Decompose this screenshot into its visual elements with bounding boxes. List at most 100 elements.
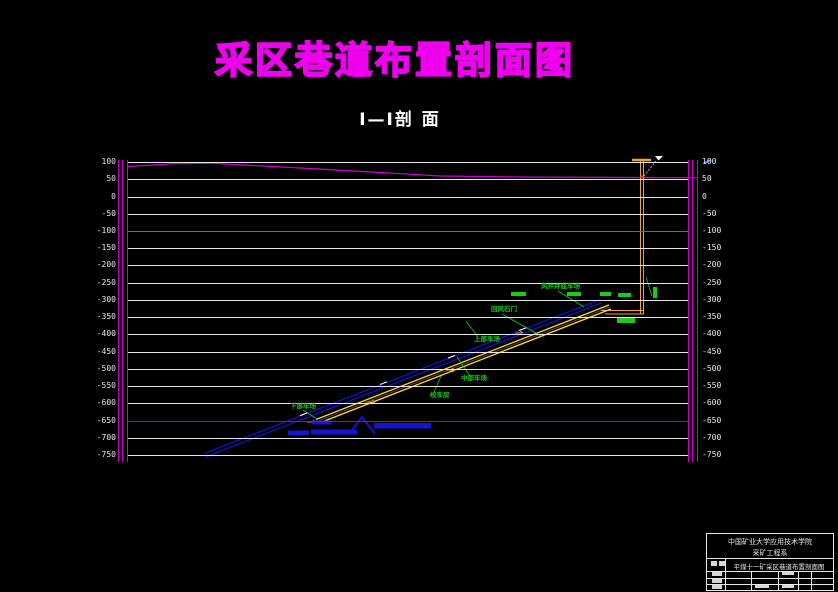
elevation-label-left: -100	[96, 225, 116, 235]
green-marker	[653, 287, 657, 298]
level-line--200	[128, 265, 688, 267]
elevation-label-right: -50	[702, 208, 717, 218]
titleblock-divider	[811, 571, 812, 590]
elevation-label-right: -200	[702, 260, 722, 270]
elevation-label-left: -350	[96, 312, 116, 322]
elevation-label-left: -450	[96, 346, 116, 356]
titleblock-divider	[725, 558, 726, 590]
label-leader-lines	[302, 276, 653, 420]
titleblock-divider	[798, 571, 799, 590]
feature-label: 回风石门	[491, 305, 517, 313]
elevation-label-right: 0	[702, 191, 707, 201]
level-line--300	[128, 299, 688, 301]
titleblock-divider	[707, 558, 833, 559]
elevation-label-left: 50	[106, 174, 116, 184]
level-line--150	[128, 248, 688, 250]
titleblock-divider	[751, 571, 752, 590]
elevation-label-left: -750	[96, 450, 116, 459]
ground-surface-line	[127, 162, 699, 179]
green-marker	[618, 293, 631, 297]
level-line--650	[128, 420, 688, 422]
titleblock-text-smudge	[719, 561, 725, 566]
titleblock-text-smudge	[712, 585, 722, 589]
roadway-dashes	[299, 327, 527, 417]
green-marker	[617, 318, 635, 323]
coal-bunker-zigzag	[348, 415, 376, 435]
feature-label: 上部车场	[474, 335, 500, 343]
track-roadway	[203, 298, 603, 458]
elevation-label-right: 50	[702, 174, 712, 184]
feature-label: 下部车场	[290, 402, 316, 410]
elevation-label-left: -250	[96, 277, 116, 287]
shaft-collar-point	[640, 175, 644, 179]
level-line--550	[128, 386, 688, 388]
feature-label: 绞车房	[430, 391, 450, 399]
titleblock-text-smudge	[711, 561, 717, 566]
feature-label: 风井井底车场	[541, 282, 580, 290]
elevation-label-right: -550	[702, 381, 722, 391]
elevation-label-right: -300	[702, 294, 722, 304]
level-line-100	[128, 162, 688, 163]
elevation-label-right: -100	[702, 225, 722, 235]
green-marker	[511, 292, 526, 296]
elevation-label-right: -350	[702, 312, 722, 322]
left-border-line	[127, 160, 128, 462]
level-line--600	[128, 403, 688, 405]
level-line--450	[128, 351, 688, 353]
headframe-flag-icon	[655, 156, 663, 161]
elevation-label-left: -650	[96, 415, 116, 425]
inclined-roadway-seam	[315, 304, 612, 425]
level-line--700	[128, 437, 688, 439]
titleblock-text-smudge	[712, 579, 722, 583]
elevation-label-right: -150	[702, 243, 722, 253]
titleblock-divider	[707, 571, 833, 572]
elevation-label-right: -700	[702, 432, 722, 442]
school-name: 中国矿业大学应用技术学院	[728, 538, 812, 546]
green-marker	[567, 292, 581, 296]
elevation-label-left: -550	[96, 381, 116, 391]
titleblock-text-smudge	[755, 585, 769, 588]
elevation-label-right: -450	[702, 346, 722, 356]
elevation-label-left: -300	[96, 294, 116, 304]
department-name: 采矿工程系	[752, 549, 788, 557]
titleblock-text-smudge	[712, 572, 722, 576]
elevation-label-left: 0	[111, 191, 116, 201]
pit-bottom-structures	[288, 420, 431, 435]
north-mark	[703, 159, 712, 164]
left-border-line	[122, 160, 123, 462]
titleblock-text-smudge	[782, 585, 794, 588]
elevation-label-left: -500	[96, 363, 116, 373]
page-title: 采区巷道布置剖面图	[214, 38, 575, 83]
right-border-line	[692, 160, 693, 462]
titleblock-divider	[778, 571, 779, 590]
level-line-50	[128, 179, 688, 181]
level-line--250	[128, 282, 688, 284]
elevation-label-right: -750	[702, 450, 722, 459]
level-line--400	[128, 334, 688, 336]
elevation-label-left: -200	[96, 260, 116, 270]
elevation-label-right: -600	[702, 398, 722, 408]
level-line--750	[128, 455, 688, 456]
title-block: 中国矿业大学应用技术学院 采矿工程系 平煤十一矿采区巷道布置剖面图	[706, 533, 834, 591]
left-border-line	[118, 160, 119, 462]
level-line-0	[128, 196, 688, 198]
level-line--100	[128, 230, 688, 232]
elevation-label-left: -600	[96, 398, 116, 408]
elevation-label-left: -700	[96, 432, 116, 442]
right-border-line	[688, 160, 689, 462]
elevation-label-right: 100	[702, 157, 717, 166]
level-line--350	[128, 317, 688, 319]
elevation-label-right: -400	[702, 329, 722, 339]
ventilation-shaft	[601, 158, 657, 315]
titleblock-text-smudge	[782, 572, 794, 575]
level-line--50	[128, 213, 688, 215]
elevation-label-left: -400	[96, 329, 116, 339]
elevation-label-right: -500	[702, 363, 722, 373]
level-line--500	[128, 368, 688, 370]
elevation-label-right: -650	[702, 415, 722, 425]
elevation-label-right: -250	[702, 277, 722, 287]
green-marker	[600, 292, 611, 296]
elevation-label-left: -50	[101, 208, 116, 218]
titleblock-divider	[707, 584, 833, 585]
